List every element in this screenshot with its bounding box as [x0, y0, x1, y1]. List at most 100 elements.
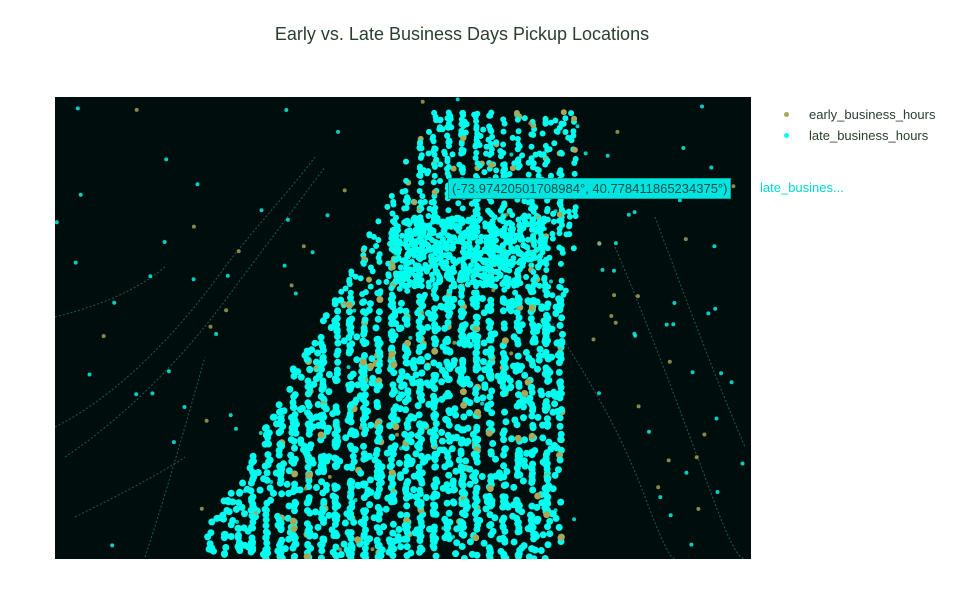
pickup-point[interactable] — [510, 255, 516, 261]
pickup-point[interactable] — [440, 126, 446, 132]
pickup-point[interactable] — [307, 441, 314, 448]
pickup-point[interactable] — [429, 229, 435, 235]
pickup-point[interactable] — [557, 536, 561, 540]
pickup-point[interactable] — [468, 262, 474, 268]
pickup-point[interactable] — [204, 533, 211, 540]
pickup-point[interactable] — [425, 310, 432, 317]
pickup-point[interactable] — [529, 405, 536, 412]
pickup-point[interactable] — [294, 368, 301, 375]
pickup-point[interactable] — [444, 481, 451, 488]
pickup-point[interactable] — [450, 151, 456, 157]
pickup-point[interactable] — [551, 219, 557, 225]
pickup-point[interactable] — [531, 242, 537, 248]
pickup-point[interactable] — [388, 462, 395, 469]
pickup-point[interactable] — [292, 391, 299, 398]
pickup-point[interactable] — [562, 115, 568, 121]
pickup-point[interactable] — [459, 543, 466, 550]
pickup-point[interactable] — [460, 402, 467, 409]
pickup-point[interactable] — [557, 167, 563, 173]
pickup-point[interactable] — [305, 349, 312, 356]
pickup-point[interactable] — [459, 360, 466, 367]
pickup-point[interactable] — [431, 110, 437, 116]
pickup-point[interactable] — [419, 193, 425, 199]
pickup-point[interactable] — [412, 199, 418, 205]
pickup-point[interactable] — [433, 553, 440, 559]
pickup-point[interactable] — [421, 249, 427, 255]
pickup-point[interactable] — [459, 476, 466, 483]
pickup-point[interactable] — [506, 268, 512, 274]
pickup-point[interactable] — [487, 320, 494, 327]
pickup-point[interactable] — [530, 251, 536, 257]
pickup-point[interactable] — [493, 167, 499, 173]
pickup-point[interactable] — [343, 286, 349, 292]
pickup-point[interactable] — [403, 502, 410, 509]
pickup-point[interactable] — [520, 215, 526, 221]
pickup-point[interactable] — [388, 345, 395, 352]
pickup-point[interactable] — [332, 516, 339, 523]
pickup-point[interactable] — [493, 269, 499, 275]
pickup-point[interactable] — [525, 298, 532, 305]
pickup-point[interactable] — [431, 335, 438, 342]
pickup-point[interactable] — [326, 512, 333, 519]
pickup-point[interactable] — [554, 339, 561, 346]
pickup-point[interactable] — [376, 529, 383, 536]
pickup-point[interactable] — [548, 354, 555, 361]
pickup-point[interactable] — [505, 232, 511, 238]
pickup-point[interactable] — [388, 332, 395, 339]
pickup-point[interactable] — [264, 469, 271, 476]
pickup-point[interactable] — [300, 446, 307, 453]
pickup-point[interactable] — [474, 244, 480, 250]
pickup-point[interactable] — [360, 533, 367, 540]
pickup-point[interactable] — [260, 208, 264, 212]
pickup-point[interactable] — [427, 429, 434, 436]
pickup-point[interactable] — [342, 304, 346, 308]
pickup-point[interactable] — [424, 364, 431, 371]
pickup-point[interactable] — [408, 438, 415, 445]
pickup-point[interactable] — [488, 531, 495, 538]
pickup-point[interactable] — [446, 392, 453, 399]
pickup-point[interactable] — [445, 407, 452, 414]
pickup-point[interactable] — [571, 116, 577, 122]
pickup-point[interactable] — [563, 288, 569, 294]
pickup-point[interactable] — [525, 237, 531, 243]
pickup-point[interactable] — [460, 426, 467, 433]
pickup-point[interactable] — [485, 267, 491, 273]
pickup-point[interactable] — [400, 277, 406, 283]
pickup-point[interactable] — [404, 205, 410, 211]
pickup-point[interactable] — [200, 507, 204, 511]
pickup-point[interactable] — [360, 521, 367, 528]
pickup-point[interactable] — [431, 484, 438, 491]
pickup-point[interactable] — [288, 414, 295, 421]
pickup-point[interactable] — [332, 552, 339, 559]
pickup-point[interactable] — [234, 427, 238, 431]
pickup-point[interactable] — [570, 128, 576, 134]
pickup-point[interactable] — [427, 247, 433, 253]
pickup-point[interactable] — [373, 324, 380, 331]
pickup-point[interactable] — [334, 427, 341, 434]
pickup-point[interactable] — [259, 431, 263, 435]
pickup-point[interactable] — [375, 342, 382, 349]
pickup-point[interactable] — [458, 518, 465, 525]
pickup-point[interactable] — [250, 514, 257, 521]
pickup-point[interactable] — [397, 543, 404, 550]
pickup-point[interactable] — [325, 388, 332, 395]
pickup-point[interactable] — [700, 105, 704, 109]
pickup-point[interactable] — [410, 357, 417, 364]
pickup-point[interactable] — [424, 234, 430, 240]
pickup-point[interactable] — [460, 110, 466, 116]
pickup-point[interactable] — [416, 532, 423, 539]
pickup-point[interactable] — [416, 172, 422, 178]
pickup-point[interactable] — [460, 413, 467, 420]
pickup-point[interactable] — [403, 495, 410, 502]
pickup-point[interactable] — [490, 218, 496, 224]
pickup-point[interactable] — [483, 239, 489, 245]
pickup-point[interactable] — [566, 231, 572, 237]
pickup-point[interactable] — [556, 284, 562, 290]
pickup-point[interactable] — [510, 484, 517, 491]
pickup-point[interactable] — [406, 260, 412, 266]
pickup-point[interactable] — [348, 484, 355, 491]
pickup-point[interactable] — [521, 390, 528, 397]
pickup-point[interactable] — [445, 472, 452, 479]
pickup-point[interactable] — [584, 151, 588, 155]
pickup-point[interactable] — [411, 473, 418, 480]
